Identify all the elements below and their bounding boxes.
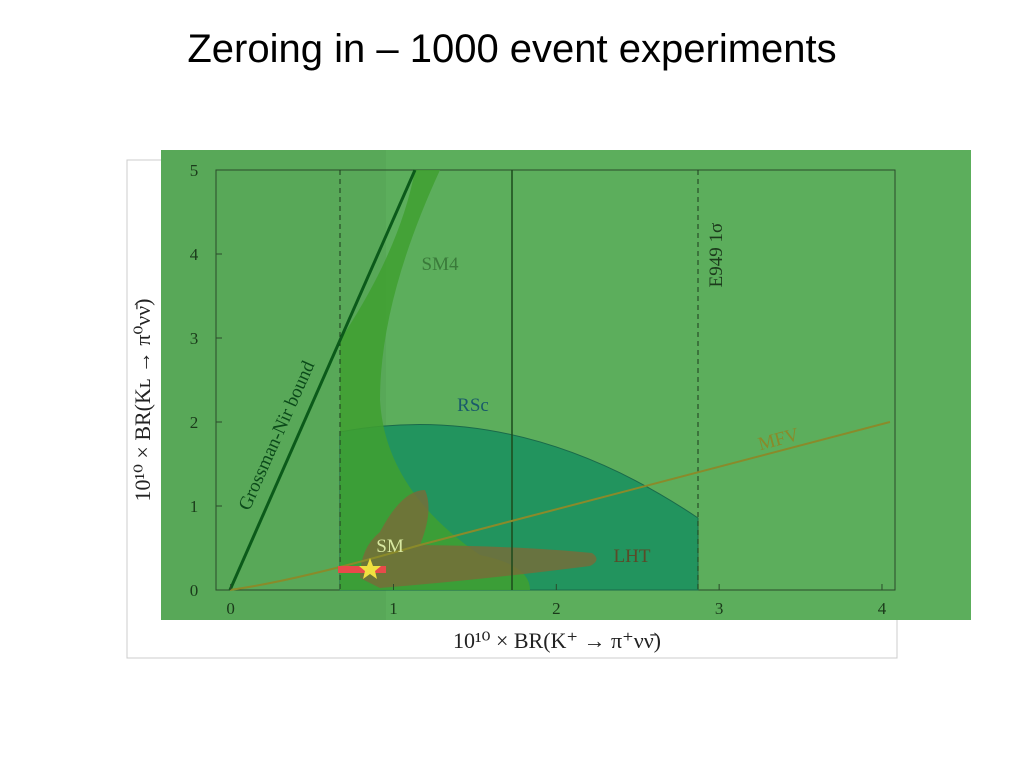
mfv-line: [229, 421, 891, 591]
x-axis-label: 10¹⁰ × BR(K⁺ → π⁺νν̄): [453, 628, 661, 653]
y-tick-label: 1: [190, 497, 199, 516]
sm4-region: [340, 170, 530, 590]
sm-bar: [338, 566, 386, 573]
y-tick-label: 2: [190, 413, 199, 432]
annotation: LHT: [614, 546, 651, 567]
x-tick-label: 3: [715, 599, 724, 618]
y-tick-label: 5: [190, 161, 199, 180]
x-tick-label: 2: [552, 599, 561, 618]
grossman-nir-line: [228, 169, 417, 591]
y-tick-label: 4: [190, 245, 199, 264]
x-tick-label: 0: [226, 599, 235, 618]
x-tick-label: 4: [878, 599, 887, 618]
annotation: SM4: [422, 254, 459, 275]
lht-region: [360, 490, 597, 588]
y-tick-label: 0: [190, 581, 199, 600]
annotation: SM: [376, 536, 404, 557]
slide-title: Zeroing in – 1000 event experiments: [187, 27, 836, 71]
sm-star: [359, 558, 381, 579]
y-tick-label: 3: [190, 329, 199, 348]
x-tick-label: 1: [389, 599, 398, 618]
y-axis-label: 10¹⁰ × BR(Kʟ → π⁰νν̄): [130, 299, 155, 502]
annotation: E949 1σ: [706, 223, 727, 288]
annotation: RSc: [457, 395, 489, 416]
